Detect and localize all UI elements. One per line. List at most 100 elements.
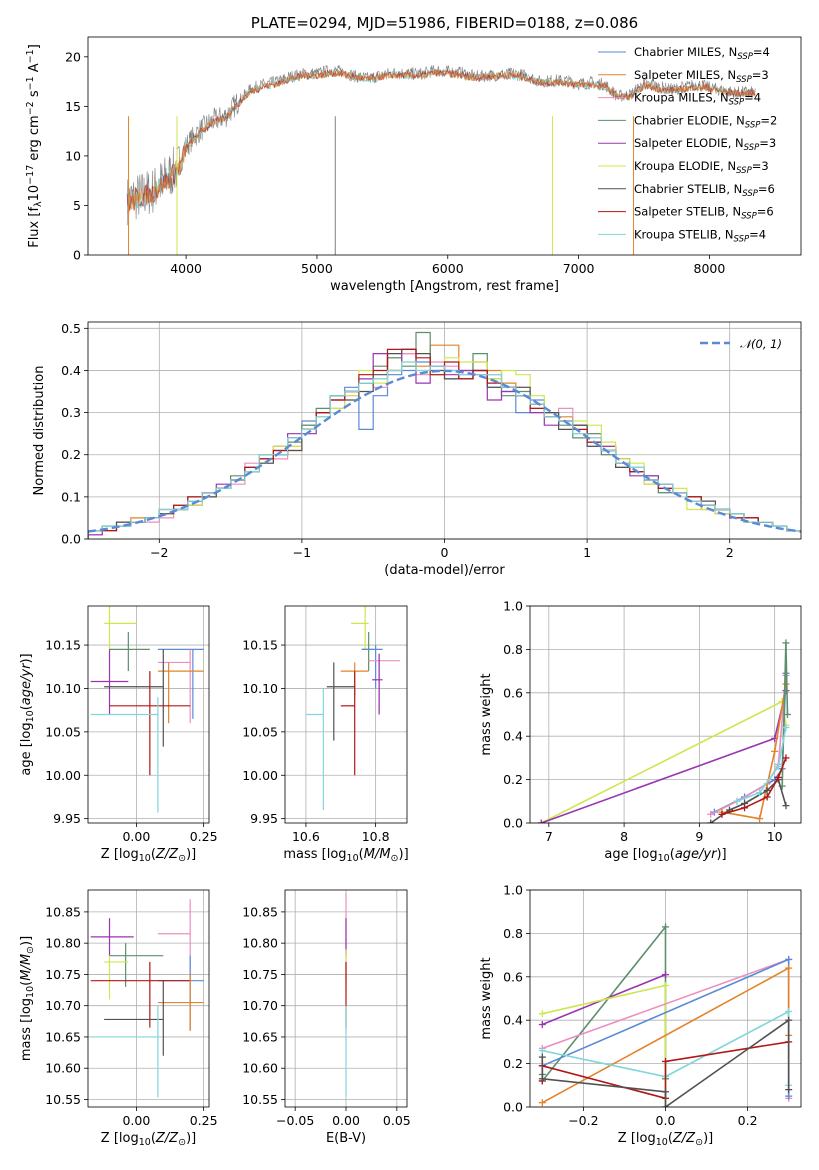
- y-axis-label: Flux [fλ10−17 erg cm−2 s−1 A−1]: [25, 44, 44, 248]
- y-tick-label: 10.05: [242, 724, 278, 739]
- y-tick-label: 10.55: [242, 1092, 278, 1107]
- legend-text: Chabrier ELODIE, N: [634, 113, 745, 127]
- legend-subscript: SSP: [736, 166, 752, 176]
- y-tick-label: 10.85: [242, 904, 278, 919]
- y-axis-label-part: (: [19, 981, 34, 986]
- mass-weight-marker: [771, 747, 779, 755]
- mass-weight-marker: [538, 1021, 546, 1029]
- legend-subscript: SSP: [745, 120, 761, 130]
- mass-weight-marker: [538, 1053, 546, 1061]
- y-tick-label: 10.60: [242, 1061, 278, 1076]
- x-tick-label: 6000: [432, 261, 464, 276]
- mass-weight-marker: [537, 819, 545, 823]
- mass-weight-marker: [782, 639, 790, 647]
- y-tick-label: 10.00: [242, 768, 278, 783]
- y-tick-label: 0.2: [61, 447, 81, 462]
- y-axis-label-part: 10: [27, 185, 42, 202]
- mass-weight-marker: [662, 923, 669, 931]
- mass-weight-marker: [782, 802, 790, 810]
- x-axis-label: Z [log10(Z/Z⊙)]: [101, 847, 196, 864]
- y-tick-label: 20: [65, 49, 81, 64]
- axes-frame: [87, 605, 210, 824]
- y-axis-label-part: −1: [25, 76, 36, 90]
- panel-spectrum: 4000 5000 6000 7000 8000 0 5 10 15 20 wavelength […: [25, 36, 802, 294]
- x-tick-label: 7000: [563, 261, 595, 276]
- mass-weight-marker: [707, 810, 715, 818]
- x-tick-label: 0.25: [190, 829, 218, 844]
- legend-entry: 𝒩(0, 1): [740, 337, 782, 351]
- mass-weight-marker: [785, 1092, 793, 1100]
- mass-weight-line: [721, 683, 787, 820]
- x-axis-label: mass [log10(M/M⊙)]: [283, 847, 408, 864]
- y-axis-label-part: mass weight: [479, 673, 494, 755]
- x-axis-label-part: )]: [716, 847, 726, 862]
- mass-weight-marker: [763, 793, 771, 801]
- axes-frame: [529, 605, 802, 824]
- x-tick-label: 0.00: [122, 1113, 150, 1128]
- mass-weight-marker: [718, 810, 726, 818]
- x-axis-label-part: )]: [186, 1131, 196, 1146]
- legend-tail: =4: [749, 227, 766, 241]
- x-axis-label-part: (: [151, 847, 156, 862]
- errorbar-point: [104, 606, 137, 650]
- legend-text: Kroupa STELIB, N: [634, 227, 734, 241]
- x-axis-label: Z [log10(Z/Z⊙)]: [618, 1131, 713, 1148]
- mass-weight-marker: [782, 680, 790, 688]
- y-axis-label: mass [log10(M/M⊙)]: [19, 936, 36, 1061]
- legend-tail: =2: [760, 113, 777, 127]
- y-axis-label-part: λ: [33, 201, 44, 207]
- mass-weight-marker: [782, 754, 790, 762]
- y-axis-label-part: Normed distribution: [32, 366, 47, 496]
- legend-tail: =3: [759, 136, 776, 150]
- axes-frame: [284, 605, 408, 824]
- legend-text: Chabrier STELIB, N: [634, 182, 742, 196]
- legend-entry: Salpeter MILES, NSSP=3: [634, 68, 769, 85]
- mass-weight-marker: [785, 964, 793, 972]
- errorbar-point: [157, 648, 204, 719]
- x-axis-label-part: Z/Z: [155, 847, 179, 862]
- mass-weight-marker: [756, 789, 764, 797]
- x-axis-label-part: (data-model)/error: [384, 563, 505, 578]
- plot-area: [90, 899, 204, 1098]
- y-tick-label: 9.95: [53, 811, 81, 826]
- legend-subscript: SSP: [741, 212, 757, 222]
- panel-mass-weight-vs-Z: −0.2 0.0 0.2 0.0 0.2 0.4 0.6 0.8 1.0 mass weight Z…: [479, 883, 802, 1148]
- mass-weight-marker: [783, 711, 791, 718]
- y-axis-label-part: ]: [27, 44, 42, 49]
- legend-entry: Salpeter STELIB, NSSP=6: [634, 205, 774, 222]
- y-axis-label-part: 10: [25, 710, 36, 722]
- y-axis-label-part: −1: [25, 49, 36, 63]
- x-tick-label: 10.8: [362, 829, 390, 844]
- x-tick-label: 0: [441, 545, 449, 560]
- plot-area: [538, 923, 793, 1107]
- mass-weight-marker: [785, 1016, 793, 1024]
- y-tick-label: 1.0: [503, 599, 523, 614]
- y-tick-label: 10.80: [242, 936, 278, 951]
- y-axis-label-part: s: [27, 90, 42, 101]
- legend-subscript: SSP: [736, 75, 752, 85]
- x-axis-label-part: Z/Z: [155, 1131, 179, 1146]
- x-tick-label: 9: [695, 829, 703, 844]
- plot-area: [88, 331, 801, 539]
- panel-mass-weight-vs-age: 7 8 9 10 0.0 0.2 0.4 0.6 0.8 1.0 mass weight age [l…: [479, 599, 802, 864]
- legend-tail: =3: [752, 159, 769, 173]
- mass-weight-marker: [785, 1008, 793, 1016]
- y-tick-label: 10.60: [45, 1061, 81, 1076]
- mass-weight-marker: [782, 724, 790, 732]
- panel-mass-vs-Z: 0.00 0.25 10.55 10.60 10.65 10.70 10.75 10.80 10…: [19, 889, 218, 1148]
- x-axis-label-part: 10: [658, 853, 670, 864]
- errorbar-point: [372, 653, 383, 715]
- mass-weight-marker: [538, 1010, 546, 1018]
- y-tick-label: 10.55: [45, 1092, 81, 1107]
- legend-subscript: SSP: [742, 189, 758, 199]
- y-tick-label: 0.0: [503, 816, 523, 831]
- plot-area: [90, 606, 204, 813]
- y-axis-label-part: )]: [19, 936, 34, 946]
- y-tick-label: 10.80: [45, 936, 81, 951]
- y-axis-label-part: mass [log: [19, 998, 34, 1061]
- mass-weight-marker: [733, 797, 741, 805]
- errorbar-point: [104, 649, 164, 747]
- y-axis-label: age [log10(age/yr)]: [19, 653, 36, 775]
